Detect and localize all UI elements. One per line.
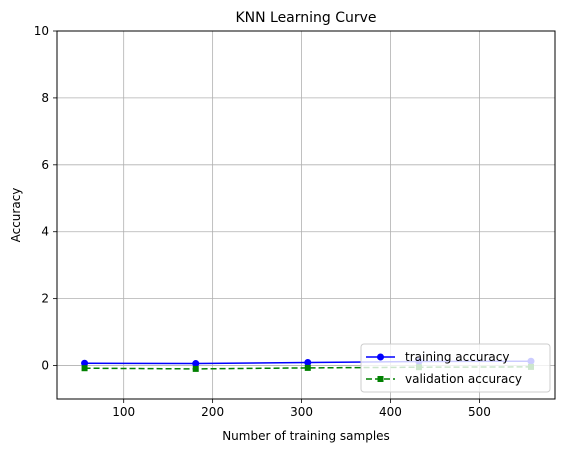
x-tick-label: 200: [201, 405, 224, 419]
y-tick-label: 8: [41, 91, 49, 105]
x-tick-label: 100: [112, 405, 135, 419]
legend-box: [360, 343, 551, 393]
y-axis-label: Accuracy: [9, 188, 23, 243]
data-point-validation: [81, 365, 88, 372]
legend-label-training: training accuracy: [405, 350, 509, 364]
x-axis-label: Number of training samples: [222, 429, 390, 443]
legend-label-validation: validation accuracy: [405, 372, 522, 386]
legend: training accuracy validation accuracy: [360, 343, 551, 393]
legend-entry-validation: validation accuracy: [366, 372, 522, 386]
x-tick-label: 500: [468, 405, 491, 419]
y-tick-label: 6: [41, 158, 49, 172]
data-point-validation: [304, 364, 311, 371]
x-tick-label: 300: [290, 405, 313, 419]
data-point-training: [304, 359, 312, 367]
y-tick-label: 0: [41, 359, 49, 373]
data-point-validation: [192, 365, 199, 372]
y-tick-label: 2: [41, 292, 49, 306]
data-point-training: [81, 359, 89, 367]
legend-entry-training: training accuracy: [366, 350, 509, 364]
chart-title: KNN Learning Curve: [235, 10, 376, 26]
legend-marker-training: [377, 353, 384, 361]
legend-marker-validation: [377, 376, 384, 382]
plot-frame: [56, 30, 556, 400]
y-tick-label: 4: [41, 225, 49, 239]
x-tick-label: 400: [379, 405, 402, 419]
data-point-training: [192, 360, 200, 368]
y-tick-label: 10: [34, 24, 49, 38]
y-axis-ticks: 0 2 4 6 8 10: [34, 24, 57, 373]
x-axis-ticks: 100 200 300 400 500: [112, 399, 491, 419]
